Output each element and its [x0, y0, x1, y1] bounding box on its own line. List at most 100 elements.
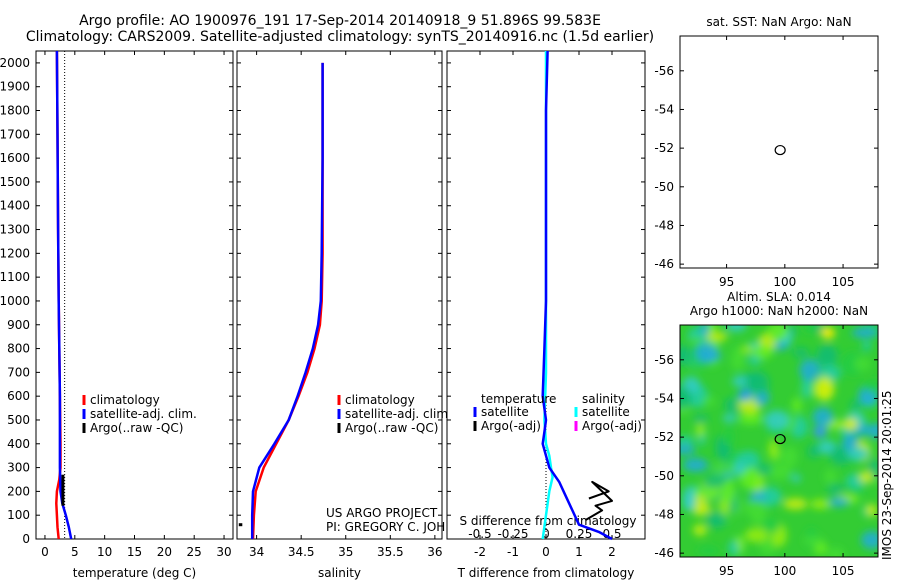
- map-sla-heatmap-cell: [741, 344, 753, 354]
- map-sla-heatmap-cell: [824, 468, 837, 485]
- map-sst-frame: [679, 35, 879, 269]
- map-sst-y-tick-label: -48: [654, 218, 674, 232]
- temperature-x-axis-label: temperature (deg C): [73, 566, 196, 580]
- map-sla-heatmap-cell: [744, 499, 768, 518]
- map-sla-heatmap-cell: [815, 376, 832, 401]
- map-sla-heatmap-cell: [813, 541, 828, 555]
- salinity-x-tick-label: 36: [427, 545, 442, 559]
- map-sla-y-tick-label: -48: [654, 507, 674, 521]
- salinity-legend-label: climatology: [345, 393, 415, 407]
- salinity-x-axis-label: salinity: [318, 566, 361, 580]
- difference-legend-header-temperature: temperature: [481, 392, 556, 406]
- temperature-y-tick-label: 600: [7, 389, 30, 403]
- temperature-y-tick-label: 900: [7, 318, 30, 332]
- salinity-legend-label: Argo(..raw -QC): [345, 421, 438, 435]
- temperature-x-tick-label: 30: [216, 545, 231, 559]
- map-sla-heatmap-cell: [861, 530, 878, 550]
- salinity-x-tick-label: 34.5: [288, 545, 315, 559]
- map-sla-heatmap-cell: [801, 376, 812, 399]
- temperature-x-tick-label: 15: [127, 545, 142, 559]
- map-sla-heatmap-cell: [792, 347, 810, 358]
- map-sst-x-tick-label: 105: [832, 275, 855, 289]
- map-sla-heatmap-cell: [680, 386, 692, 411]
- map-sla-heatmap-cell: [683, 494, 696, 512]
- map-sla-y-tick-label: -50: [654, 469, 674, 483]
- map-sla-heatmap-cell: [847, 446, 870, 461]
- map-sla-heatmap-cell: [803, 536, 825, 545]
- map-sla-heatmap-cell: [680, 444, 696, 455]
- map-sla-heatmap-cell: [722, 414, 737, 423]
- map-sla-x-tick-label: 100: [773, 564, 796, 578]
- map-sla-heatmap-cell: [851, 327, 878, 339]
- map-sla-heatmap-cell: [697, 546, 721, 556]
- map-sla-heatmap-cell: [738, 413, 763, 425]
- temperature-y-tick-label: 1500: [0, 175, 30, 189]
- map-sla-heatmap-cell: [764, 410, 790, 430]
- map-sla-x-tick-label: 105: [832, 564, 855, 578]
- map-sla-heatmap-blobs: [680, 325, 878, 557]
- temperature-y-tick-label: 1100: [0, 270, 30, 284]
- map-sla-heatmap-field: [680, 325, 878, 557]
- map-sla-heatmap-cell: [682, 457, 709, 473]
- temperature-legend-label: satellite-adj. clim.: [90, 407, 197, 421]
- temperature-y-tick-label: 1300: [0, 223, 30, 237]
- temperature-y-tick-label: 500: [7, 413, 30, 427]
- map-sst-float-position-marker: [774, 144, 786, 156]
- credit-project: US ARGO PROJECT: [326, 506, 438, 520]
- map-sla-heatmap-cell: [753, 344, 773, 360]
- map-sla-heatmap-cell: [804, 325, 816, 334]
- difference-x-tick-label: 1: [575, 545, 583, 559]
- map-sla-heatmap-cell: [700, 325, 709, 337]
- map-sla-heatmap-cell: [767, 325, 789, 342]
- map-sla-heatmap-cell: [738, 389, 752, 401]
- map-sla-heatmap-cell: [828, 497, 849, 507]
- map-sla-frame: [679, 324, 879, 558]
- difference-salinity-legend-label: Argo(-adj): [582, 419, 642, 433]
- map-sst-title: sat. SST: NaN Argo: NaN: [706, 15, 851, 29]
- map-sla-heatmap-cell: [768, 439, 779, 460]
- difference-x-axis-label: T difference from climatology: [457, 566, 635, 580]
- temperature-y-tick-label: 800: [7, 342, 30, 356]
- difference-x-tick-label: -2: [474, 545, 486, 559]
- map-sla-heatmap-cell: [821, 327, 835, 339]
- temperature-y-tick-label: 1600: [0, 151, 30, 165]
- map-sla-heatmap-cell: [680, 436, 695, 445]
- map-sla-heatmap-cell: [767, 463, 792, 480]
- map-sla-heatmap-cell: [726, 463, 735, 475]
- title-line-2: Climatology: CARS2009. Satellite-adjuste…: [25, 29, 655, 45]
- map-sla-heatmap-cell: [702, 331, 728, 342]
- map-sla-heatmap-cell: [799, 359, 821, 381]
- map-sla-heatmap-cell: [844, 418, 858, 430]
- map-sla-heatmap-cell: [715, 435, 724, 460]
- temperature-y-tick-label: 1900: [0, 80, 30, 94]
- map-sla-heatmap-cell: [865, 503, 878, 517]
- difference-temperature-legend-label: satellite: [481, 405, 529, 419]
- credit-pi: PI: GREGORY C. JOHNSON: [326, 520, 480, 534]
- map-sla-heatmap-cell: [816, 344, 838, 367]
- map-sla-heatmap-cell: [731, 352, 745, 371]
- map-sla-heatmap-cell: [692, 495, 708, 517]
- map-sla-heatmap-cell: [783, 498, 808, 510]
- map-sst-y-tick-label: -56: [654, 64, 674, 78]
- map-sla-heatmap-cell: [827, 547, 845, 557]
- map-sla-heatmap-cell: [719, 481, 736, 504]
- difference-x-tick-label: 2: [608, 545, 616, 559]
- temperature-y-tick-label: 2000: [0, 56, 30, 70]
- difference-top-tick-label: 0: [542, 527, 550, 541]
- temperature-legend-label: climatology: [90, 393, 160, 407]
- map-sla-heatmap-cell: [807, 444, 821, 459]
- difference-top-axis-label: S difference from climatology: [460, 514, 637, 528]
- map-sst-y-tick-label: -50: [654, 180, 674, 194]
- salinity-x-tick-label: 35.5: [377, 545, 404, 559]
- map-sla-heatmap-cell: [760, 538, 776, 556]
- timestamp: IMOS 23-Sep-2014 20:01:25: [880, 390, 894, 560]
- difference-legend-header-salinity: salinity: [582, 392, 625, 406]
- map-sst-y-tick-label: -54: [654, 102, 674, 116]
- temperature-plot-frame: [35, 50, 234, 540]
- temperature-y-tick-label: 300: [7, 461, 30, 475]
- map-sla-y-tick-label: -54: [654, 391, 674, 405]
- map-sla-y-tick-label: -56: [654, 353, 674, 367]
- map-sla-heatmap-cell: [791, 474, 801, 483]
- map-sla-heatmap-cell: [701, 352, 722, 360]
- map-sla-heatmap-cell: [744, 371, 770, 395]
